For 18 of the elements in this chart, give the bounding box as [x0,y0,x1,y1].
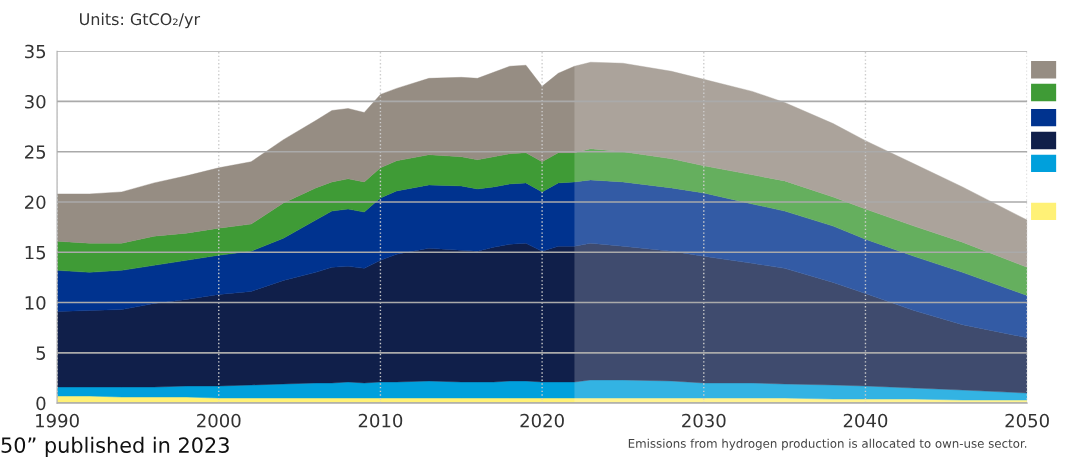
x-tick-label: 2020 [520,413,564,428]
x-tick-label: 2050 [1005,413,1049,428]
text: Emissions from hydrogen production is allocated to own-use sector. [628,438,1027,451]
y-tick-label: 10 [25,295,46,310]
y-tick-label: 30 [25,94,46,109]
x-tick-label: 2000 [197,413,241,428]
x-tick-label: 2040 [843,413,888,428]
x-tick-label: 2030 [682,413,726,428]
text: 50” published in 2023 [1,436,229,457]
y-axis-title: Units: GtCO₂/yr [80,12,201,29]
y-tick-label: 5 [36,346,46,360]
y-tick-label: 25 [25,145,46,159]
y-tick-label: 35 [25,44,46,59]
y-tick-label: 15 [25,245,46,260]
x-tick-label: 1990 [36,413,79,428]
y-tick-label: 0 [36,396,46,411]
y-tick-label: 20 [25,195,46,210]
x-tick-label: 2010 [358,413,403,428]
